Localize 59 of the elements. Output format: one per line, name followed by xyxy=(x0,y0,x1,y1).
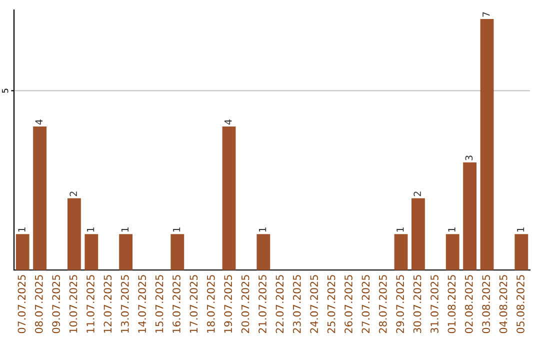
x-tick-label: 14.07.2025 xyxy=(138,275,146,333)
x-tick-label: 27.07.2025 xyxy=(362,275,370,334)
bar xyxy=(446,234,460,270)
data-label: 1 xyxy=(172,227,180,232)
x-tick-label: 01.08.2025 xyxy=(448,275,456,334)
x-tick-label: 23.07.2025 xyxy=(292,275,301,334)
data-label: 2 xyxy=(70,192,77,196)
x-tick-label: 26.07.2025 xyxy=(344,275,352,334)
x-tick-label: 24.07.2025 xyxy=(310,275,318,334)
bar xyxy=(256,234,270,270)
data-label: 2 xyxy=(414,192,421,196)
bar xyxy=(119,234,133,270)
x-tick-label: 08.07.2025 xyxy=(34,275,43,334)
x-tick-label: 11.07.2025 xyxy=(86,275,94,333)
data-label: 1 xyxy=(86,227,94,232)
data-label: 1 xyxy=(516,227,524,232)
y-tick-label: 5 xyxy=(2,88,8,93)
x-tick-label: 19.07.2025 xyxy=(224,275,232,333)
x-tick-label: 10.07.2025 xyxy=(69,275,78,333)
bar xyxy=(16,234,30,270)
bar xyxy=(222,126,236,270)
bar xyxy=(170,234,184,270)
bar xyxy=(394,234,408,270)
data-label: 7 xyxy=(482,12,490,17)
data-label: 4 xyxy=(224,120,232,125)
x-tick-label: 28.07.2025 xyxy=(378,275,387,334)
x-tick-label: 15.07.2025 xyxy=(155,275,164,333)
x-tick-label: 18.07.2025 xyxy=(206,275,215,333)
data-label: 1 xyxy=(121,227,128,232)
data-label: 1 xyxy=(448,227,456,232)
x-tick-label: 02.08.2025 xyxy=(464,275,473,334)
x-tick-label: 30.07.2025 xyxy=(413,275,422,334)
x-tick-label: 17.07.2025 xyxy=(190,275,198,333)
x-tick-label: 20.07.2025 xyxy=(241,275,250,334)
data-label: 1 xyxy=(258,227,266,232)
bar xyxy=(33,126,47,270)
x-tick-label: 12.07.2025 xyxy=(104,275,112,333)
x-tick-label: 04.08.2025 xyxy=(499,275,508,334)
bar xyxy=(67,198,81,270)
bar xyxy=(411,198,425,270)
x-tick-label: 13.07.2025 xyxy=(120,275,129,333)
x-tick-label: 31.07.2025 xyxy=(430,275,438,334)
data-label: 1 xyxy=(396,227,404,232)
data-label: 4 xyxy=(35,120,42,125)
data-label: 3 xyxy=(465,156,473,160)
x-tick-label: 07.07.2025 xyxy=(18,275,26,334)
x-tick-label: 25.07.2025 xyxy=(327,275,336,334)
x-tick-label: 16.07.2025 xyxy=(172,275,180,333)
bar xyxy=(84,234,98,270)
x-tick-label: 03.08.2025 xyxy=(482,275,490,334)
bar xyxy=(514,234,528,270)
bar xyxy=(480,18,494,270)
x-tick-label: 05.08.2025 xyxy=(516,275,524,334)
x-tick-label: 22.07.2025 xyxy=(276,275,284,334)
data-label: 1 xyxy=(18,227,26,232)
x-tick-label: 29.07.2025 xyxy=(396,275,404,334)
bar xyxy=(463,162,477,270)
x-tick-label: 09.07.2025 xyxy=(52,275,60,334)
x-tick-label: 21.07.2025 xyxy=(258,275,266,334)
